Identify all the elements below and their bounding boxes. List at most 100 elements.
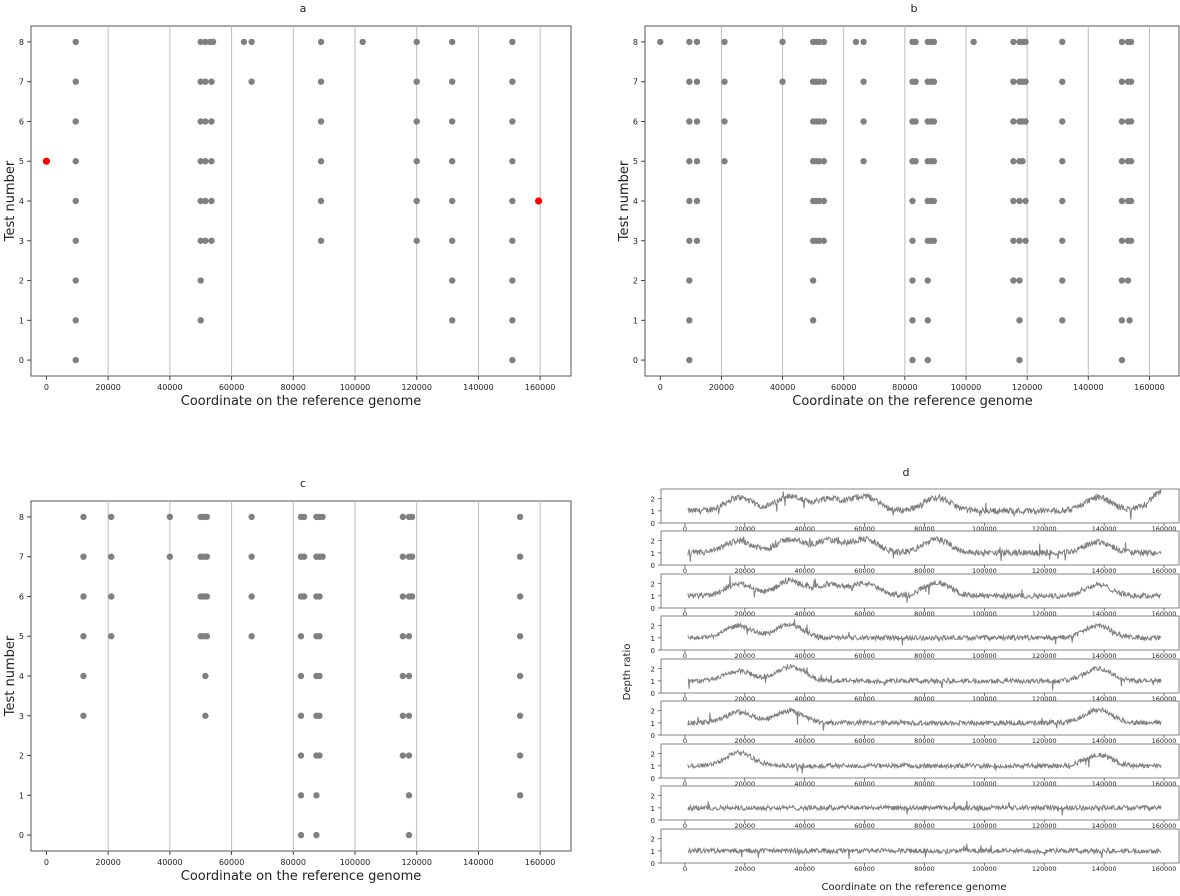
x-tick-label: 80000	[281, 383, 306, 392]
data-point	[912, 38, 919, 46]
data-point	[1124, 277, 1132, 284]
x-tick-label: 40000	[794, 865, 815, 873]
x-tick-label: 120000	[401, 858, 432, 867]
data-point	[413, 38, 420, 46]
y-tick-label: 5	[633, 157, 638, 166]
x-tick-label: 40000	[770, 383, 795, 392]
data-point	[516, 513, 524, 521]
data-point	[1118, 118, 1126, 125]
x-tick-label: 60000	[854, 780, 875, 788]
y-tick-label: 8	[633, 38, 638, 47]
x-tick-label: 160000	[1152, 737, 1177, 745]
data-point	[1016, 277, 1023, 284]
y-tick-label: 0	[19, 831, 24, 840]
data-point	[248, 553, 255, 560]
x-tick-label: 0	[683, 695, 687, 703]
data-point	[860, 38, 867, 46]
x-tick-label: 40000	[794, 525, 815, 533]
data-point	[80, 553, 87, 560]
data-point	[405, 792, 413, 799]
data-point	[912, 158, 919, 165]
data-point	[693, 78, 701, 85]
data-point	[1118, 277, 1126, 284]
y-tick-label: 0	[651, 605, 655, 613]
y-tick-label: 0	[651, 732, 655, 740]
depth-line	[687, 800, 1162, 816]
data-point	[1016, 356, 1023, 364]
data-point	[80, 712, 87, 719]
y-tick-label: 1	[651, 720, 655, 728]
data-point	[1010, 118, 1017, 125]
data-point	[779, 38, 786, 46]
data-point	[313, 831, 320, 839]
y-tick-label: 2	[651, 836, 655, 844]
data-point	[1016, 237, 1023, 244]
data-point	[399, 752, 407, 759]
data-point	[413, 197, 420, 205]
data-point	[80, 672, 87, 680]
data-point	[509, 197, 516, 205]
subplot: 0 1 2 0 20000 40000 60000 80000 100000 120000 1400…	[651, 615, 1180, 660]
depth-line	[687, 619, 1162, 646]
x-tick-label: 60000	[854, 865, 875, 873]
y-tick-label: 2	[651, 793, 655, 801]
y-tick-label: 7	[19, 78, 24, 87]
y-tick-label: 0	[651, 690, 655, 698]
x-tick-label: 0	[683, 567, 687, 575]
data-point	[399, 633, 407, 640]
y-tick-label: 8	[19, 513, 24, 522]
x-tick-label: 20000	[734, 652, 755, 660]
x-tick-label: 60000	[831, 383, 856, 392]
data-point	[1016, 197, 1023, 205]
y-tick-label: 0	[651, 562, 655, 570]
data-point	[80, 633, 87, 640]
y-tick-label: 7	[633, 78, 638, 87]
subplot-frame	[660, 615, 1180, 651]
x-tick-label: 140000	[463, 383, 494, 392]
data-point	[72, 237, 79, 244]
x-tick-label: 60000	[219, 858, 244, 867]
y-tick-label: 3	[19, 237, 24, 246]
data-point	[108, 553, 115, 560]
y-tick-label: 0	[651, 817, 655, 825]
data-point	[1022, 38, 1029, 46]
data-point	[197, 158, 204, 165]
data-point	[202, 38, 209, 46]
data-point	[816, 78, 823, 85]
data-point	[72, 277, 79, 284]
data-point	[197, 118, 204, 125]
depth-line	[687, 664, 1162, 691]
y-tick-label: 0	[651, 520, 655, 528]
y-tick-label: 0	[19, 356, 24, 365]
data-point	[1127, 78, 1135, 85]
subplot-frame	[660, 785, 1180, 821]
data-point	[300, 553, 308, 560]
data-point	[208, 78, 215, 85]
data-point	[80, 513, 87, 521]
subplot: 0 1 2 0 20000 40000 60000 80000 100000 120000 1400…	[651, 488, 1180, 533]
x-tick-label: 120000	[401, 383, 432, 392]
x-tick-label: 160000	[1152, 865, 1177, 873]
data-point	[686, 158, 693, 165]
x-tick-label: 100000	[972, 737, 997, 745]
data-point	[1010, 38, 1017, 46]
data-point	[852, 38, 860, 46]
data-point	[413, 237, 420, 244]
panel-a: 0 20000 40000 60000 80000 100000 120000 140000 1…	[3, 2, 572, 409]
x-tick-label: 140000	[1092, 737, 1117, 745]
x-tick-label: 40000	[157, 383, 182, 392]
y-tick-label: 0	[633, 356, 638, 365]
x-tick-label: 40000	[794, 737, 815, 745]
plot-frame	[30, 25, 572, 377]
x-tick-label: 40000	[794, 780, 815, 788]
data-point	[860, 118, 867, 125]
data-point	[317, 197, 325, 205]
x-tick-label: 80000	[914, 567, 935, 575]
data-point	[449, 197, 456, 205]
data-point	[721, 118, 728, 125]
x-tick-label: 100000	[972, 525, 997, 533]
data-point	[816, 118, 823, 125]
data-point	[449, 277, 456, 284]
x-tick-label: 80000	[914, 780, 935, 788]
data-point	[316, 672, 323, 680]
